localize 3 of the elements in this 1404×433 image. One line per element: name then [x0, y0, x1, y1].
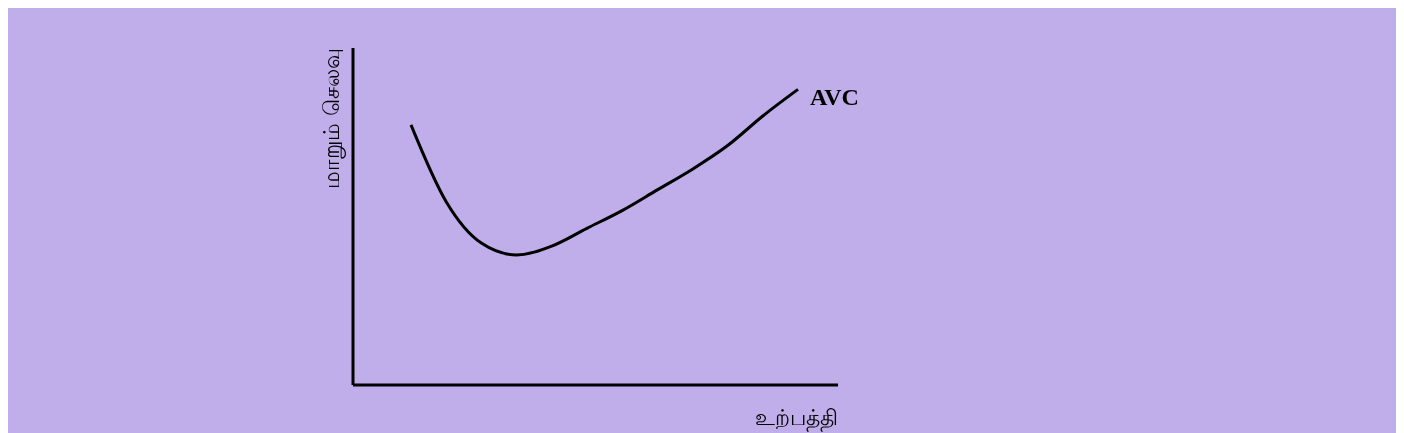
y-axis-title: மாறும் செலவு [319, 48, 346, 189]
x-axis-title: உற்பத்தி [755, 405, 838, 432]
series-label: AVC [810, 84, 859, 111]
